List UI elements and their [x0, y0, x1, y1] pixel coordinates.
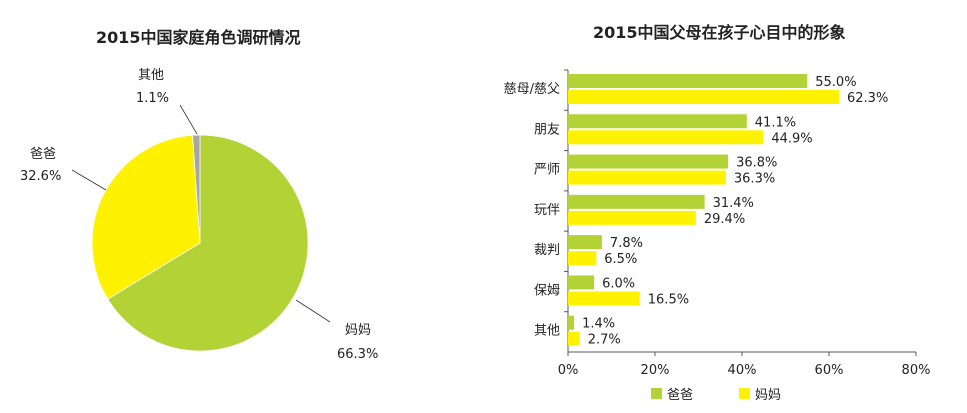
bar-value-label-0-6: 1.4% — [582, 317, 615, 332]
x-tick-label-0: 0% — [558, 363, 579, 378]
bar-0-5 — [568, 275, 595, 290]
bar-value-label-1-2: 36.3% — [734, 172, 775, 187]
bar-1-1 — [568, 130, 764, 145]
pie-slice-0 — [107, 134, 309, 352]
pie-chart-title: 2015中国家庭角色调研情况 — [96, 28, 301, 47]
bar-0-1 — [568, 114, 747, 129]
category-label-5: 保姆 — [534, 283, 560, 298]
bar-value-label-1-3: 29.4% — [704, 212, 745, 227]
pie-leader-line-1 — [71, 169, 107, 191]
bar-0-2 — [568, 154, 729, 169]
pie-leader-line-0 — [295, 299, 331, 323]
category-label-4: 裁判 — [534, 242, 560, 258]
pie-slice-label-1: 爸爸 — [30, 147, 56, 162]
legend-label-0: 爸爸 — [667, 388, 693, 403]
bar-0-6 — [568, 315, 575, 330]
legend-swatch-1 — [739, 388, 750, 399]
bar-value-label-0-0: 55.0% — [815, 75, 856, 90]
x-tick-label-1: 20% — [641, 363, 670, 378]
pie-slice-value-0: 66.3% — [337, 347, 378, 362]
bar-1-2 — [568, 170, 726, 185]
category-label-0: 慈母/慈父 — [504, 82, 560, 97]
bar-1-4 — [568, 251, 597, 266]
bar-value-label-1-1: 44.9% — [771, 131, 812, 146]
pie-slice-label-0: 妈妈 — [345, 323, 371, 338]
category-label-6: 其他 — [534, 324, 560, 339]
bar-value-label-0-4: 7.8% — [610, 236, 643, 251]
pie-slice-label-2: 其他 — [138, 68, 164, 83]
bar-0-4 — [568, 235, 602, 250]
bar-0-0 — [568, 74, 808, 88]
pie-slice-1 — [91, 134, 201, 300]
pie-slice-value-1: 32.6% — [20, 169, 61, 184]
category-label-2: 严师 — [534, 163, 560, 178]
category-label-3: 玩伴 — [534, 203, 560, 218]
pie-slice-value-2: 1.1% — [136, 91, 169, 106]
category-label-1: 朋友 — [534, 121, 560, 137]
bar-chart-title: 2015中国父母在孩子心目中的形象 — [593, 23, 846, 42]
x-tick-label-3: 60% — [815, 363, 844, 378]
legend-swatch-0 — [651, 388, 662, 399]
bar-value-label-1-6: 2.7% — [588, 333, 621, 348]
bar-value-label-1-0: 62.3% — [847, 91, 888, 106]
bar-1-5 — [568, 291, 640, 306]
x-tick-label-4: 80% — [902, 363, 931, 378]
bar-value-label-1-5: 16.5% — [648, 292, 689, 307]
x-tick-label-2: 40% — [728, 363, 757, 378]
pie-slice-2 — [192, 134, 201, 244]
legend-label-1: 妈妈 — [755, 388, 781, 403]
pie-leader-line-2 — [179, 104, 198, 135]
bar-0-3 — [568, 194, 705, 209]
bar-value-label-1-4: 6.5% — [604, 252, 637, 267]
bar-value-label-0-1: 41.1% — [755, 115, 796, 130]
bar-1-6 — [568, 331, 580, 346]
bar-value-label-0-3: 31.4% — [713, 196, 754, 211]
bar-1-0 — [568, 90, 840, 104]
bar-value-label-0-2: 36.8% — [736, 156, 777, 171]
bar-value-label-0-5: 6.0% — [602, 276, 635, 291]
bar-1-3 — [568, 210, 696, 225]
